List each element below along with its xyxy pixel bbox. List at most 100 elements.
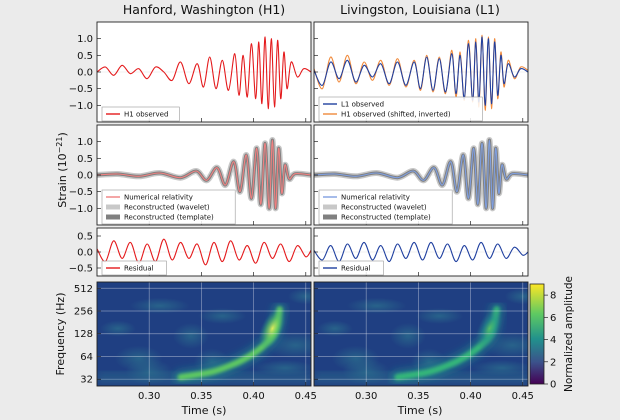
x-tick-label: 0.30	[355, 391, 377, 402]
strain-axis-label-main: Strain (10	[56, 153, 69, 207]
colorbar: 0 2 4 6 8 Normalized amplitude	[529, 276, 575, 392]
x-tick-label: 0.45	[295, 391, 317, 402]
legend-box	[101, 189, 236, 225]
y-tick-label: −0.5	[69, 187, 93, 198]
colorbar-tick-label: 4	[550, 335, 556, 346]
noise-blob	[316, 320, 353, 337]
panel-h1-observed: 1.0 0.5 0.0 −0.5 −1.0 H1 observed	[69, 21, 312, 123]
chirp-peak	[475, 308, 504, 350]
y-tick-label: −1.0	[69, 204, 93, 215]
colorbar-label: Normalized amplitude	[563, 276, 575, 392]
y-tick-label: 512	[74, 284, 93, 295]
plot-frame	[96, 21, 312, 123]
series-line	[97, 139, 311, 209]
plot-frame	[96, 281, 312, 387]
colorbar-gradient	[529, 283, 545, 385]
frequency-axis-label: Frequency (Hz)	[54, 293, 67, 376]
legend-entry: Numerical relativity	[341, 194, 410, 202]
x-tick-label: 0.35	[407, 391, 429, 402]
plot-content	[97, 282, 311, 386]
plot-frame	[313, 227, 529, 277]
y-tick-label: 0.5	[77, 232, 93, 243]
chirp-peak	[258, 308, 287, 350]
noise-blob	[287, 288, 311, 305]
colorbar-tick-label: 2	[550, 357, 556, 368]
plot-frame	[313, 21, 529, 123]
strain-axis-label: Strain (10−21)	[55, 132, 69, 208]
plot-frame	[313, 281, 529, 387]
y-tick-label: 32	[80, 375, 93, 386]
y-tick-label: 1.0	[77, 34, 93, 45]
noise-blob	[129, 297, 190, 314]
colorbar-tick-label: 6	[550, 313, 556, 324]
legend-box	[101, 106, 180, 122]
noise-blob	[198, 307, 247, 324]
title-h1: Hanford, Washington (H1)	[123, 2, 285, 17]
strain-axis-label-exponent: −21	[55, 137, 64, 154]
noise-blob	[389, 322, 426, 349]
panel-h1-spectrogram: 512 256 128 64 32 0.30 0.35 0.40 0.45	[74, 281, 317, 402]
series-line	[314, 241, 528, 263]
plot-content	[314, 137, 528, 212]
legend-entry: Residual	[341, 265, 371, 273]
title-l1: Livingston, Louisiana (L1)	[340, 2, 500, 17]
noise-blob	[99, 320, 136, 337]
legend-swatch	[323, 214, 337, 220]
legend-entry: Reconstructed (wavelet)	[124, 204, 210, 212]
y-tick-label: 128	[74, 329, 93, 340]
noise-blob	[172, 322, 209, 349]
legend-entry: Reconstructed (wavelet)	[341, 204, 427, 212]
panel-l1-reconstructed: Numerical relativity Reconstructed (wavel…	[313, 124, 529, 226]
legend-swatch	[323, 204, 337, 210]
x-tick-label: 0.35	[190, 391, 212, 402]
legend-box	[318, 96, 483, 122]
legend-entry: L1 observed	[341, 101, 384, 109]
legend-entry: H1 observed (shifted, inverted)	[341, 111, 451, 119]
noise-blob	[504, 288, 528, 305]
series-line	[97, 36, 311, 110]
time-axis-label-l1: Time (s)	[397, 404, 443, 417]
time-axis-label-h1: Time (s)	[181, 404, 227, 417]
y-tick-label: 0.5	[77, 154, 93, 165]
y-tick-label: −1.0	[69, 101, 93, 112]
legend-swatch	[106, 214, 120, 220]
legend-entry: H1 observed	[124, 111, 168, 119]
x-tick-label: 0.40	[459, 391, 481, 402]
plot-frame	[96, 124, 312, 226]
legend-swatch	[106, 204, 120, 210]
y-tick-label: 0.5	[77, 51, 93, 62]
x-tick-label: 0.30	[138, 391, 160, 402]
y-tick-label: 0.0	[77, 248, 93, 259]
y-tick-label: 0.0	[77, 68, 93, 79]
legend-entry: Residual	[124, 265, 154, 273]
y-tick-label: 256	[74, 307, 93, 318]
colorbar-ticks: 0 2 4 6 8	[544, 291, 556, 391]
y-tick-label: 0.0	[77, 171, 93, 182]
y-tick-label: −0.5	[69, 84, 93, 95]
plot-content	[314, 241, 528, 263]
colorbar-tick-label: 8	[550, 291, 556, 302]
legend-box	[318, 260, 384, 276]
legend-entry: Reconstructed (template)	[341, 214, 431, 222]
panels: 1.0 0.5 0.0 −0.5 −1.0 H1 observed L1 observed H…	[69, 21, 534, 402]
legend-box	[101, 260, 167, 276]
panel-l1-residual: Residual	[313, 227, 529, 277]
legend-box	[318, 189, 453, 225]
series-line	[314, 36, 528, 106]
plot-frame	[313, 124, 529, 226]
plot-content	[97, 36, 311, 110]
y-tick-label: −0.5	[69, 264, 93, 275]
plot-content	[314, 282, 528, 386]
legend-entry: Reconstructed (template)	[124, 214, 214, 222]
legend-entry: Numerical relativity	[124, 194, 193, 202]
colorbar-tick-label: 0	[550, 380, 556, 391]
y-tick-label: 1.0	[77, 137, 93, 148]
panel-l1-spectrogram: 0.30 0.35 0.40 0.45	[313, 281, 534, 402]
series-line	[97, 238, 311, 266]
plot-content	[97, 137, 311, 212]
plot-content	[97, 238, 311, 266]
y-tick-label: 64	[80, 352, 93, 363]
x-tick-label: 0.45	[512, 391, 534, 402]
series-line	[314, 139, 528, 209]
